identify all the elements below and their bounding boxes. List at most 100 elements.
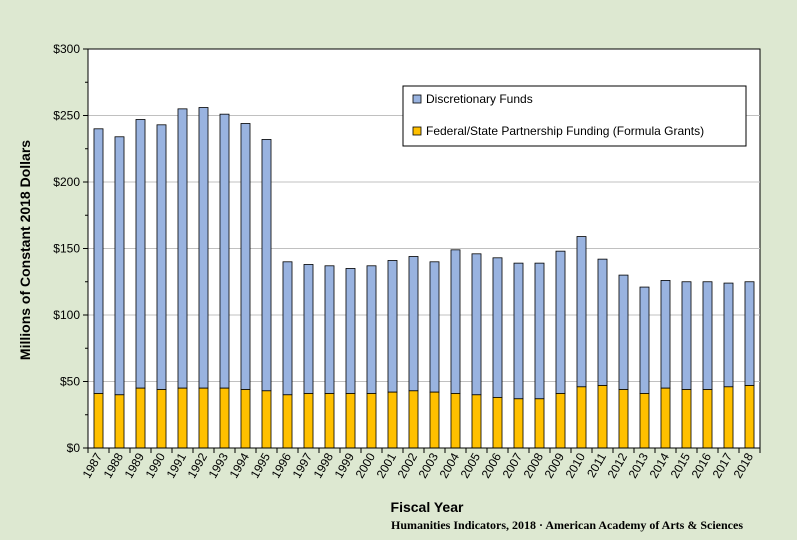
x-tick-label: 2000	[353, 450, 379, 480]
bar-discretionary-2008	[534, 262, 545, 400]
x-tick-label: 2016	[689, 450, 715, 480]
x-tick-label: 2003	[416, 450, 442, 480]
y-tick-label: $100	[53, 308, 80, 322]
bar-formula-1996	[282, 394, 293, 449]
x-tick-label: 1994	[227, 450, 253, 480]
bar-formula-2013	[639, 393, 650, 449]
x-tick-label: 2017	[710, 450, 736, 480]
bar-formula-2014	[660, 387, 671, 449]
legend-swatch-formula	[412, 126, 422, 136]
x-tick-label: 2018	[731, 450, 757, 480]
y-axis-title: Millions of Constant 2018 Dollars	[17, 140, 33, 360]
bar-formula-2006	[492, 397, 503, 449]
bar-discretionary-1993	[219, 113, 230, 389]
x-tick-label: 2015	[668, 450, 694, 480]
legend-label-formula: Federal/State Partnership Funding (Formu…	[426, 124, 704, 138]
x-tick-label: 2014	[647, 450, 673, 480]
bar-discretionary-2005	[471, 253, 482, 396]
x-axis-title: Fiscal Year	[391, 499, 464, 515]
bar-discretionary-2002	[408, 256, 419, 392]
x-tick-label: 2013	[626, 450, 652, 480]
bar-discretionary-1992	[198, 107, 209, 389]
bars	[93, 107, 755, 449]
bar-formula-2000	[366, 393, 377, 449]
bar-discretionary-2011	[597, 258, 608, 386]
x-tick-label: 1987	[80, 450, 106, 480]
bar-discretionary-1997	[303, 264, 314, 394]
x-tick-label: 2006	[479, 450, 505, 480]
legend: Discretionary Funds Federal/State Partne…	[402, 85, 747, 147]
bar-formula-2001	[387, 391, 398, 449]
x-tick-label: 1999	[332, 450, 358, 480]
bar-discretionary-2006	[492, 257, 503, 398]
x-tick-label: 2010	[563, 450, 589, 480]
x-tick-label: 1988	[101, 450, 127, 480]
bar-formula-1999	[345, 393, 356, 449]
x-tick-label: 2001	[374, 450, 400, 480]
bar-formula-2017	[723, 386, 734, 449]
bar-discretionary-2009	[555, 250, 566, 394]
x-tick-label: 2009	[542, 450, 568, 480]
bar-discretionary-2015	[681, 281, 692, 390]
bar-discretionary-2007	[513, 262, 524, 400]
bar-formula-2005	[471, 394, 482, 449]
bar-discretionary-1990	[156, 124, 167, 390]
x-tick-label: 1997	[290, 450, 316, 480]
credit-line: Humanities Indicators, 2018 · American A…	[391, 518, 743, 532]
bar-formula-1988	[114, 394, 125, 449]
legend-label-discretionary: Discretionary Funds	[426, 92, 533, 106]
bar-formula-1995	[261, 390, 272, 449]
bar-discretionary-1994	[240, 123, 251, 390]
x-axis-ticks: 1987198819891990199119921993199419951996…	[80, 448, 761, 481]
bar-discretionary-1989	[135, 119, 146, 389]
y-tick-label: $250	[53, 109, 80, 123]
bar-formula-2016	[702, 389, 713, 449]
x-tick-label: 2004	[437, 450, 463, 480]
bar-discretionary-2016	[702, 281, 713, 390]
bar-discretionary-2013	[639, 286, 650, 394]
bar-discretionary-2000	[366, 265, 377, 394]
x-tick-label: 1998	[311, 450, 337, 480]
bar-discretionary-2001	[387, 260, 398, 393]
y-axis-ticks: $0 $50 $100 $150 $200 $250 $300	[53, 42, 88, 455]
bar-discretionary-2014	[660, 280, 671, 389]
bar-formula-2003	[429, 391, 440, 449]
y-tick-label: $300	[53, 42, 80, 56]
bar-discretionary-2010	[576, 236, 587, 388]
x-tick-label: 1990	[143, 450, 169, 480]
bar-discretionary-2004	[450, 249, 461, 394]
x-tick-label: 1996	[269, 450, 295, 480]
y-tick-label: $200	[53, 175, 80, 189]
bar-formula-2008	[534, 398, 545, 449]
x-tick-label: 1993	[206, 450, 232, 480]
x-tick-label: 1989	[122, 450, 148, 480]
bar-discretionary-2003	[429, 261, 440, 393]
bar-discretionary-1995	[261, 139, 272, 392]
x-tick-label: 2011	[584, 450, 609, 480]
x-tick-label: 1991	[164, 450, 190, 480]
x-tick-label: 2002	[395, 450, 421, 480]
bar-formula-1990	[156, 389, 167, 449]
bar-discretionary-1988	[114, 136, 125, 396]
bar-discretionary-1991	[177, 108, 188, 389]
bar-formula-2004	[450, 393, 461, 449]
bar-formula-1998	[324, 393, 335, 449]
bar-discretionary-1996	[282, 261, 293, 396]
bar-formula-1987	[93, 393, 104, 449]
bar-formula-2010	[576, 386, 587, 449]
bar-formula-1989	[135, 387, 146, 449]
bar-formula-1997	[303, 393, 314, 449]
bar-discretionary-1998	[324, 265, 335, 394]
bar-formula-2007	[513, 398, 524, 449]
legend-swatch-discretionary	[412, 94, 422, 104]
bar-formula-2009	[555, 393, 566, 449]
y-tick-label: $50	[60, 375, 80, 389]
bar-discretionary-2012	[618, 274, 629, 390]
bar-discretionary-2018	[744, 281, 755, 386]
x-tick-label: 2008	[521, 450, 547, 480]
bar-formula-1994	[240, 389, 251, 449]
bar-formula-2002	[408, 390, 419, 449]
legend-box	[402, 85, 747, 147]
y-tick-label: $0	[67, 441, 81, 455]
